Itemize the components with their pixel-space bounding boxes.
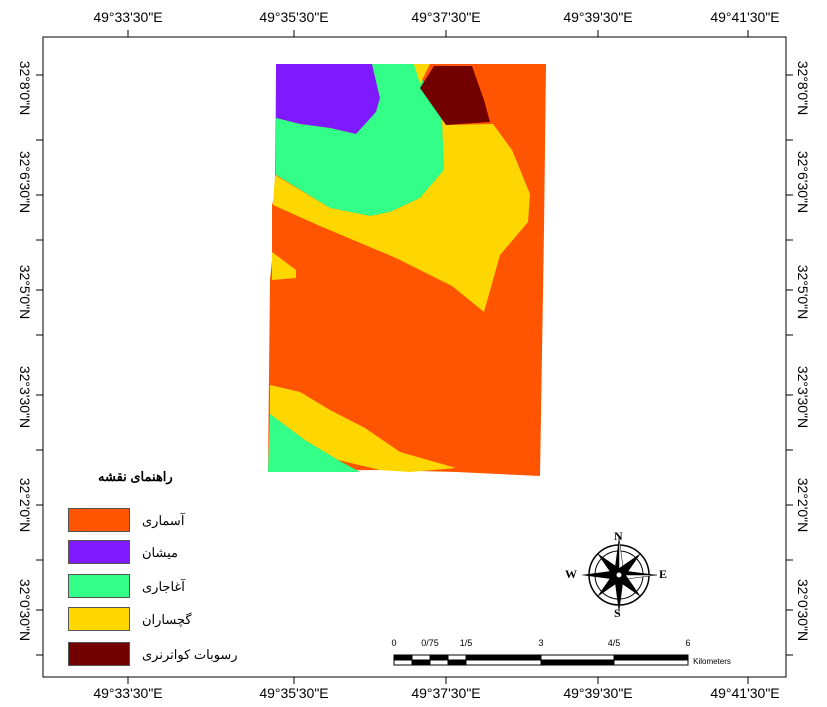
mishan-area: [276, 64, 380, 134]
aghajari-upper-area: [276, 64, 444, 216]
legend-item-aghajari: آغاجاری: [68, 574, 308, 600]
geology-map: [268, 64, 546, 476]
left-lat-label: 32°5'0"N: [17, 264, 33, 320]
gachsaran-wedge-top: [414, 64, 430, 84]
legend-item-mishan: میشان: [68, 540, 308, 566]
legend-label: آغاجاری: [142, 579, 185, 594]
right-lat-label: 32°0'30"N: [795, 578, 811, 642]
legend-item-quaternary: رسوبات کواترنری: [68, 642, 308, 668]
scale-tick-label: 0: [391, 638, 397, 648]
bottom-lon-label: 49°39'30"E: [563, 685, 633, 701]
left-lat-label: 32°0'30"N: [17, 578, 33, 642]
compass-rose: [581, 536, 658, 613]
legend-label: رسوبات کواترنری: [142, 647, 238, 662]
legend-swatch: [68, 540, 130, 564]
quaternary-deposits-area: [420, 66, 490, 125]
left-lat-label: 32°3'30"N: [17, 365, 33, 429]
compass-south-label: S: [614, 606, 621, 620]
gachsaran-lower-band: [270, 385, 456, 472]
top-lon-label: 49°41'30"E: [710, 9, 780, 25]
top-ticks: [127, 30, 749, 37]
legend-label: آسماری: [142, 513, 185, 528]
legend-label: گچساران: [142, 612, 192, 627]
right-lat-label: 32°5'0"N: [795, 264, 811, 320]
right-lat-label: 32°3'30"N: [795, 365, 811, 429]
compass-east-label: E: [659, 567, 668, 581]
left-ticks: [36, 74, 43, 656]
right-lat-label: 32°2'0"N: [795, 477, 811, 533]
bottom-lon-label: 49°37'30"E: [411, 685, 481, 701]
legend-swatch: [68, 508, 130, 532]
compass-west-label: W: [565, 567, 577, 581]
scale-tick-label: 0/75: [421, 638, 439, 648]
top-lon-label: 49°39'30"E: [563, 9, 633, 25]
scale-tick-label: 6: [685, 638, 691, 648]
aghajari-lower-area: [268, 414, 360, 472]
legend-item-gachsaran: گچساران: [68, 607, 308, 633]
scale-tick-label: 3: [538, 638, 544, 648]
left-lat-label: 32°6'30"N: [17, 150, 33, 214]
bottom-lon-label: 49°33'30"E: [93, 685, 163, 701]
scale-bar: [393, 654, 689, 666]
legend-swatch: [68, 607, 130, 631]
gachsaran-central-area: [273, 116, 530, 312]
scale-tick-label: 1/5: [459, 638, 473, 648]
top-lon-label: 49°37'30"E: [411, 9, 481, 25]
legend-item-asmari: آسماری: [68, 508, 308, 534]
bottom-lon-label: 49°35'30"E: [259, 685, 329, 701]
bottom-ticks: [127, 677, 749, 684]
compass-north-label: N: [614, 529, 623, 543]
top-lon-label: 49°35'30"E: [259, 9, 329, 25]
right-lat-label: 32°6'30"N: [795, 150, 811, 214]
left-lat-label: 32°2'0"N: [17, 477, 33, 533]
legend-swatch: [68, 642, 130, 666]
gachsaran-left-sliver: [272, 252, 296, 280]
top-lon-label: 49°33'30"E: [93, 9, 163, 25]
legend-label: میشان: [142, 545, 178, 560]
legend-title: راهنمای نقشه: [98, 469, 173, 484]
outer-frame: [42, 36, 787, 678]
left-lat-label: 32°8'0"N: [17, 60, 33, 116]
scale-unit-label: Kilometers: [693, 657, 731, 666]
legend-swatch: [68, 574, 130, 598]
right-ticks: [786, 74, 793, 656]
bottom-lon-label: 49°41'30"E: [710, 685, 780, 701]
right-lat-label: 32°8'0"N: [795, 60, 811, 116]
scale-tick-label: 4/5: [607, 638, 621, 648]
